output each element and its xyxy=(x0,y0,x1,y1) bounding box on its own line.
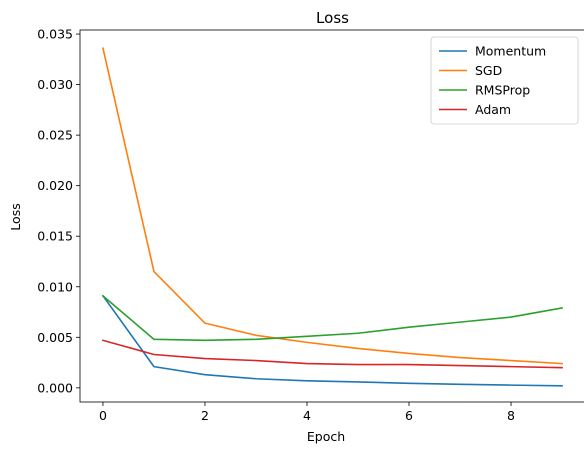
y-tick-label: 0.035 xyxy=(37,27,73,42)
series-line-adam xyxy=(101,339,563,369)
chart-title: Loss xyxy=(316,9,349,27)
y-tick-label: 0.020 xyxy=(37,178,73,193)
legend-label-adam: Adam xyxy=(475,102,511,117)
y-axis-label: Loss xyxy=(8,203,23,230)
legend-label-rmsprop: RMSProp xyxy=(475,83,530,98)
x-tick-label: 6 xyxy=(405,408,413,423)
x-tick-label: 8 xyxy=(507,408,515,423)
x-tick-label: 4 xyxy=(303,408,311,423)
y-tick-label: 0.000 xyxy=(37,380,73,395)
legend-label-sgd: SGD xyxy=(475,63,502,78)
y-axis: 0.000 0.005 0.010 0.015 0.020 0.025 0.030 0.035 xyxy=(37,27,80,395)
y-tick-label: 0.025 xyxy=(37,128,73,143)
series-line-rmsprop xyxy=(101,294,563,342)
legend-box xyxy=(430,36,579,125)
x-axis-label: Epoch xyxy=(307,429,345,444)
y-tick-label: 0.010 xyxy=(37,279,73,294)
x-axis: 0 2 4 6 8 xyxy=(99,402,515,423)
y-tick-label: 0.030 xyxy=(37,77,73,92)
plot-frame xyxy=(79,29,584,403)
series-line-sgd xyxy=(101,47,563,365)
legend: Momentum SGD RMSProp Adam xyxy=(430,36,579,125)
x-tick-label: 2 xyxy=(201,408,209,423)
series-line-momentum xyxy=(101,294,563,387)
y-tick-label: 0.005 xyxy=(37,330,73,345)
y-tick-label: 0.015 xyxy=(37,229,73,244)
x-tick-label: 0 xyxy=(99,408,107,423)
legend-label-momentum: Momentum xyxy=(475,44,546,59)
plot-area xyxy=(101,47,563,387)
